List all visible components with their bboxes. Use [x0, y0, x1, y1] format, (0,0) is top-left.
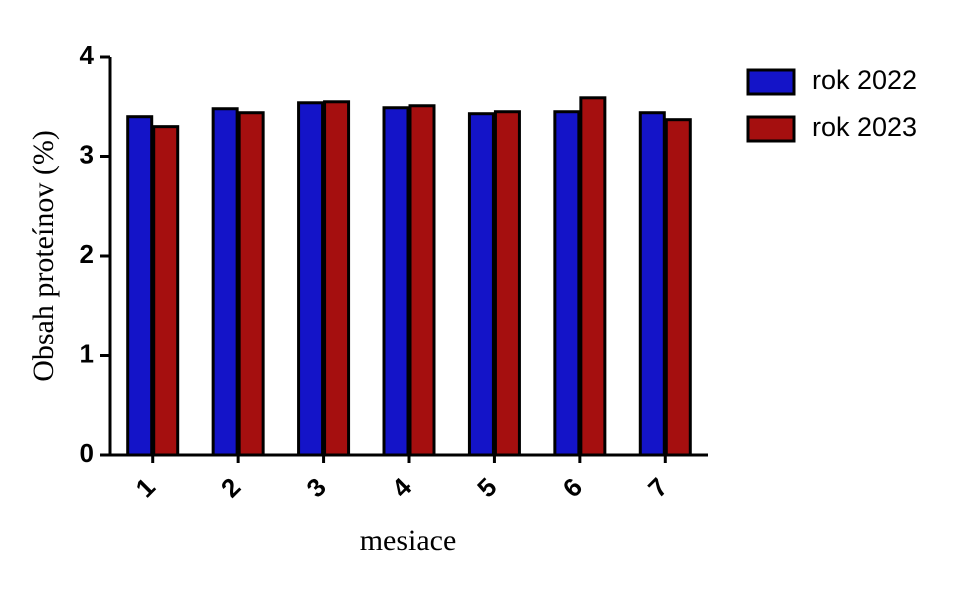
bar — [323, 100, 351, 457]
x-tick-label: 4 — [386, 471, 418, 503]
legend-swatch — [746, 68, 796, 96]
x-tick-label: 5 — [471, 472, 502, 503]
x-tick-label: 1 — [129, 472, 160, 503]
legend-swatch — [746, 115, 796, 143]
legend-label: rok 2022 — [812, 65, 917, 95]
y-tick-label: 0 — [80, 438, 94, 468]
bar — [152, 125, 180, 457]
bar — [579, 96, 607, 457]
y-tick-label: 3 — [80, 139, 94, 169]
bar — [493, 110, 521, 457]
bar — [382, 106, 410, 457]
bar — [664, 118, 692, 457]
bar — [126, 115, 154, 457]
y-tick-label: 1 — [80, 338, 94, 368]
y-tick-label: 2 — [80, 239, 94, 269]
x-tick-label: 6 — [557, 472, 588, 503]
x-tick-label: 7 — [642, 472, 673, 503]
y-axis-label: Obsah proteínov (%) — [27, 130, 60, 382]
bar — [467, 112, 495, 457]
x-axis-label: mesiace — [360, 524, 457, 557]
bar — [638, 111, 666, 457]
y-tick-label: 4 — [80, 40, 95, 70]
bar — [408, 104, 436, 457]
bar — [211, 107, 239, 457]
bar — [553, 110, 581, 457]
bar — [237, 111, 265, 457]
x-tick-label: 3 — [300, 472, 331, 503]
legend-label: rok 2023 — [812, 112, 917, 142]
x-tick-label: 2 — [215, 472, 246, 503]
bar — [297, 101, 325, 457]
